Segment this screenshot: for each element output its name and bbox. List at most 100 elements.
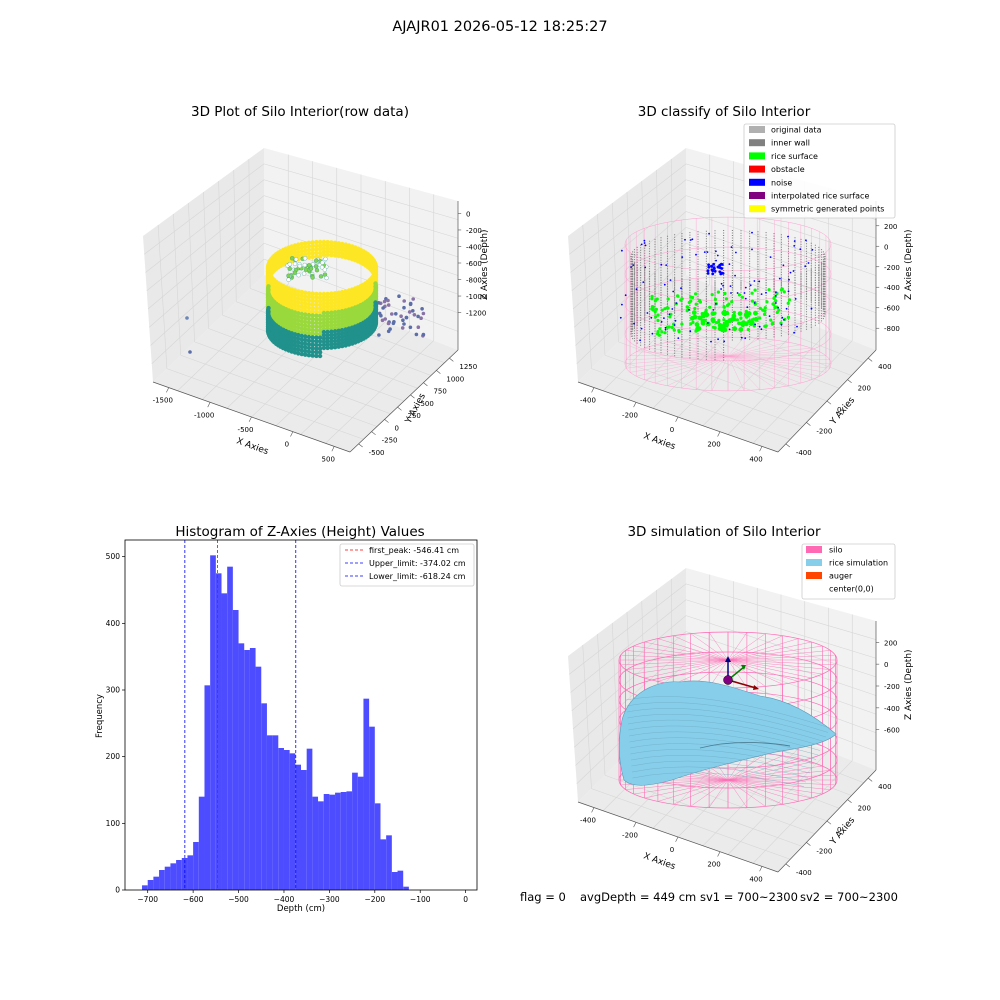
raw-point xyxy=(306,302,312,307)
cls-rice-point xyxy=(739,316,743,320)
raw-point xyxy=(314,291,319,297)
classify-zlabel: Z Axies (Depth) xyxy=(904,229,914,300)
cls-rice-point xyxy=(740,322,746,328)
cls-rice-point xyxy=(750,299,755,303)
raw-point xyxy=(301,271,307,276)
histogram-bar xyxy=(187,855,194,890)
raw-z-tick-label: 0 xyxy=(466,210,470,218)
raw-point xyxy=(343,305,348,310)
raw-point xyxy=(308,266,314,271)
raw-point xyxy=(306,316,312,321)
cls-silo-spoke xyxy=(727,355,832,365)
cls-rice-point xyxy=(727,318,733,324)
raw-point xyxy=(306,342,312,347)
cls-rice-point xyxy=(753,310,758,316)
sim-rice-mesh xyxy=(625,696,831,729)
raw-point xyxy=(340,302,345,307)
sim-y-tick-mark xyxy=(785,863,791,868)
raw-point xyxy=(325,342,330,347)
sim-y-tick-label: -200 xyxy=(816,847,832,855)
raw-point xyxy=(296,292,301,298)
cls-rice-point xyxy=(722,305,726,309)
sim-rice-mesh xyxy=(628,725,821,751)
raw-point xyxy=(329,332,334,338)
sim-x-tick-mark xyxy=(717,851,721,857)
cls-rice-point xyxy=(689,315,695,321)
simulation-legend-items: silo rice simulation auger center(0,0) xyxy=(806,546,888,594)
cls-noise-point xyxy=(680,287,682,290)
raw-x-tick-label: 0 xyxy=(285,441,289,449)
cls-legend-swatch xyxy=(749,205,765,213)
raw-point xyxy=(346,329,352,334)
raw-point xyxy=(296,273,301,278)
raw-point xyxy=(303,244,308,250)
raw-point xyxy=(303,337,308,343)
histogram-bar xyxy=(153,876,160,890)
sim-x-tick-mark xyxy=(633,822,637,828)
cls-rice-point xyxy=(694,322,700,327)
raw-point xyxy=(343,330,348,335)
raw-point xyxy=(340,318,345,323)
cls-y-tick-mark xyxy=(847,379,852,384)
raw-zlabel: Z Axies (Depth) xyxy=(480,229,490,300)
cls-noise-point xyxy=(743,292,746,294)
histogram-bar xyxy=(249,648,256,890)
cls-rice-point xyxy=(774,299,778,303)
cls-y-tick-mark xyxy=(826,400,832,405)
sim-silo-spoke xyxy=(633,779,729,795)
sim-legend-swatch xyxy=(806,546,822,553)
raw-point xyxy=(402,305,406,310)
raw-point-cloud xyxy=(185,239,426,359)
histogram-x-tick-label: −500 xyxy=(228,895,249,904)
raw-point xyxy=(299,337,304,342)
raw-point xyxy=(266,302,271,307)
sim-legend-label: center(0,0) xyxy=(829,585,874,594)
sim-silo-spoke xyxy=(673,779,729,805)
raw-point xyxy=(340,334,345,339)
sim-rice-mesh xyxy=(630,755,811,774)
raw-point xyxy=(325,307,330,312)
figure-suptitle: AJAJR01 2026-05-12 18:25:27 xyxy=(392,19,607,35)
raw-point xyxy=(382,299,387,304)
raw-point xyxy=(306,323,312,329)
raw-point xyxy=(314,254,319,259)
simulation-ylabel: Y Axies xyxy=(828,815,857,847)
raw-point xyxy=(306,298,312,303)
sim-y-tick-label: 400 xyxy=(878,783,891,791)
raw-point xyxy=(310,324,315,329)
histogram-x-tick-label: −100 xyxy=(410,895,431,904)
cls-silo-spoke xyxy=(727,355,745,391)
cls-noise-point xyxy=(787,290,790,293)
cls-noise-point xyxy=(728,263,731,265)
raw-point xyxy=(416,314,420,319)
histogram-bar xyxy=(363,698,370,890)
sim-z-tick-label: 0 xyxy=(884,661,888,669)
histogram-bar xyxy=(357,776,364,890)
raw-point xyxy=(303,327,308,332)
raw-point xyxy=(310,298,315,304)
raw-point xyxy=(346,332,352,338)
raw-point xyxy=(317,302,323,308)
cls-rice-point xyxy=(758,306,762,310)
raw-point xyxy=(314,268,320,273)
histogram-legend-items: first_peak: -546.41 cm Upper_limit: -374.… xyxy=(345,546,466,581)
raw-point xyxy=(310,302,315,307)
raw-grid-left-h xyxy=(147,211,265,310)
cls-rice-point xyxy=(650,297,654,301)
raw-point xyxy=(340,244,345,250)
raw-point xyxy=(343,336,348,342)
cls-legend-label: original data xyxy=(771,126,822,135)
cls-rice-point xyxy=(735,318,740,322)
raw-point xyxy=(346,336,352,341)
cls-noise-point xyxy=(715,259,717,262)
raw-y-tick-mark xyxy=(384,419,389,423)
raw-point xyxy=(317,250,323,256)
raw-point xyxy=(310,342,315,347)
raw-x-tick-label: -500 xyxy=(238,426,254,434)
raw-point xyxy=(332,297,338,302)
raw-point xyxy=(292,261,298,267)
raw-point xyxy=(332,253,338,258)
cls-noise-point xyxy=(706,269,710,273)
cls-noise-point xyxy=(765,291,767,294)
raw-point xyxy=(303,341,308,346)
